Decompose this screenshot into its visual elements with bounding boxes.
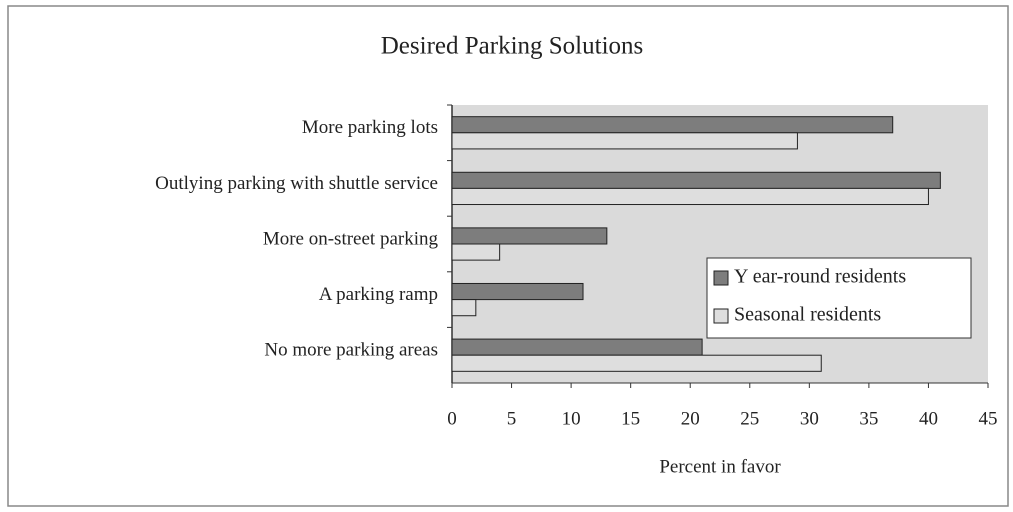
legend-swatch bbox=[713, 308, 729, 324]
bar bbox=[451, 299, 477, 317]
chart-title: Desired Parking Solutions bbox=[381, 33, 644, 60]
bar bbox=[451, 243, 501, 261]
legend-label: Y ear-round residents bbox=[734, 266, 906, 288]
y-tick-label: A parking ramp bbox=[319, 284, 438, 305]
y-tick-label: No more parking areas bbox=[264, 340, 438, 361]
x-tick-label: 5 bbox=[507, 408, 517, 429]
bar bbox=[451, 282, 584, 301]
bar bbox=[451, 227, 608, 245]
x-tick-label: 20 bbox=[681, 408, 700, 429]
bar bbox=[451, 132, 798, 150]
x-tick-label: 30 bbox=[800, 408, 819, 429]
x-tick-label: 35 bbox=[859, 408, 878, 429]
y-tick-label: Outlying parking with shuttle service bbox=[155, 173, 438, 194]
x-tick-label: 0 bbox=[447, 408, 457, 429]
y-tick-label: More on-street parking bbox=[263, 228, 439, 249]
x-tick-label: 10 bbox=[562, 408, 581, 429]
x-tick-label: 45 bbox=[979, 408, 998, 429]
bar bbox=[451, 116, 894, 134]
x-axis-label: Percent in favor bbox=[659, 456, 781, 477]
legend-swatch bbox=[713, 270, 729, 286]
legend-label: Seasonal residents bbox=[734, 304, 881, 326]
legend-box bbox=[706, 257, 972, 339]
x-tick-label: 40 bbox=[919, 408, 938, 429]
bar bbox=[451, 354, 822, 372]
bar bbox=[451, 171, 941, 189]
bar bbox=[451, 338, 703, 356]
x-tick-label: 15 bbox=[621, 408, 640, 429]
y-tick-label: More parking lots bbox=[302, 117, 438, 138]
bar bbox=[451, 187, 929, 206]
x-tick-label: 25 bbox=[740, 408, 759, 429]
